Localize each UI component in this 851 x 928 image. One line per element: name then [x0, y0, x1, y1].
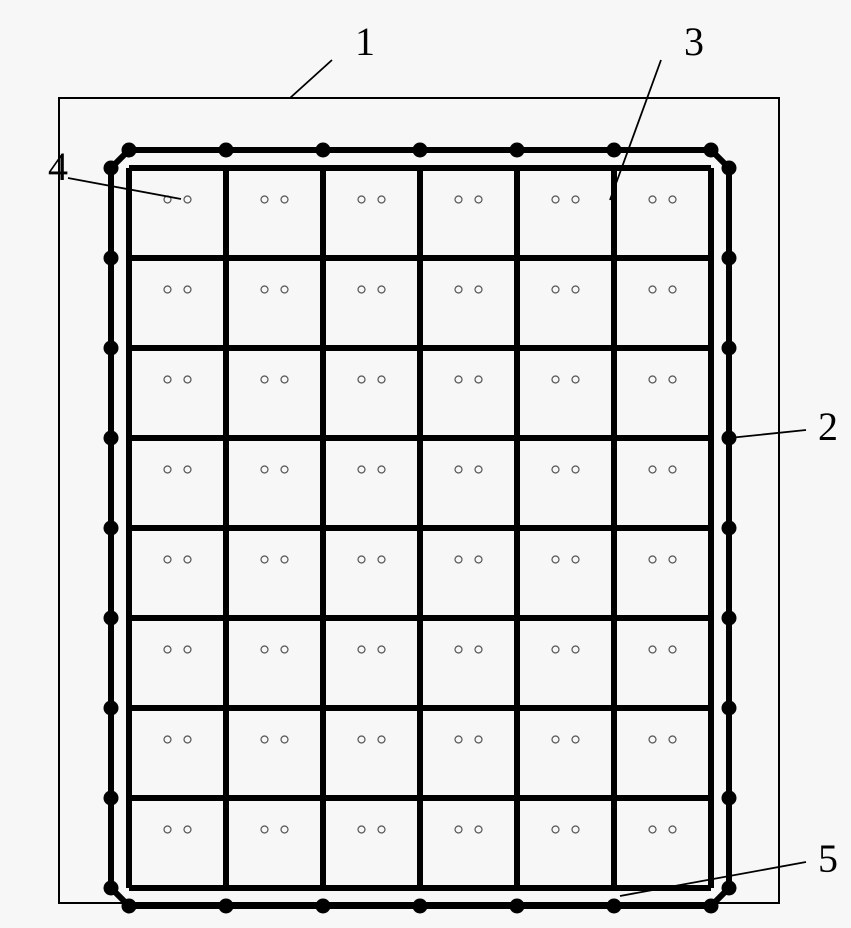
- technical-diagram: 1 3 4 2 5: [0, 0, 851, 928]
- frame-node: [104, 521, 119, 536]
- frame-node: [316, 143, 331, 158]
- frame-node: [104, 251, 119, 266]
- callout-label: 4: [48, 144, 68, 189]
- frame-node: [607, 143, 622, 158]
- callout-label: 1: [355, 19, 375, 64]
- frame-node: [704, 899, 719, 914]
- frame-node: [104, 791, 119, 806]
- frame-node: [607, 899, 622, 914]
- frame-node: [510, 899, 525, 914]
- frame-node: [722, 701, 737, 716]
- frame-node: [104, 611, 119, 626]
- frame-node: [722, 341, 737, 356]
- frame-node: [722, 881, 737, 896]
- frame-node: [722, 161, 737, 176]
- frame-node: [722, 611, 737, 626]
- frame-node: [104, 881, 119, 896]
- frame-node: [104, 341, 119, 356]
- frame-node: [122, 899, 137, 914]
- frame-node: [122, 143, 137, 158]
- frame-node: [704, 143, 719, 158]
- frame-node: [722, 521, 737, 536]
- frame-node: [219, 143, 234, 158]
- frame-node: [510, 143, 525, 158]
- frame-node: [722, 791, 737, 806]
- callout-label: 2: [818, 404, 838, 449]
- frame-node: [316, 899, 331, 914]
- frame-node: [413, 143, 428, 158]
- frame-node: [104, 701, 119, 716]
- frame-node: [104, 431, 119, 446]
- frame-node: [104, 161, 119, 176]
- frame-node: [219, 899, 234, 914]
- frame-node: [722, 251, 737, 266]
- frame-node: [413, 899, 428, 914]
- callout-label: 3: [684, 19, 704, 64]
- callout-label: 5: [818, 836, 838, 881]
